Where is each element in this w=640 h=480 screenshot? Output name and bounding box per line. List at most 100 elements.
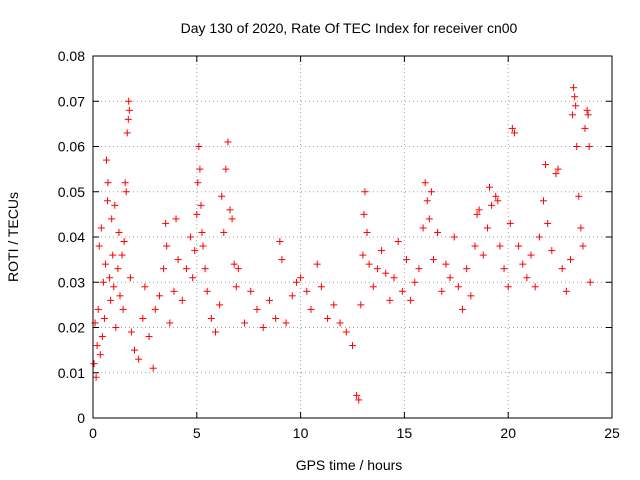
- data-point: [197, 201, 205, 209]
- data-point: [265, 296, 273, 304]
- y-tick-label: 0.05: [58, 184, 85, 200]
- data-point: [342, 328, 350, 336]
- data-point: [539, 197, 547, 205]
- data-point: [124, 115, 132, 123]
- data-point: [349, 342, 356, 350]
- data-point: [360, 210, 368, 218]
- data-point: [182, 265, 190, 273]
- data-point: [492, 192, 500, 200]
- x-tick-label: 5: [193, 425, 201, 441]
- data-point: [141, 283, 149, 291]
- data-point: [402, 256, 410, 264]
- data-point: [483, 224, 491, 232]
- data-point: [429, 256, 437, 264]
- data-point: [303, 287, 311, 295]
- data-point: [145, 333, 153, 341]
- data-point: [535, 233, 543, 241]
- y-axis-label: ROTI / TECUs: [5, 192, 21, 282]
- data-point: [558, 265, 566, 273]
- x-tick-label: 25: [604, 425, 620, 441]
- y-tick-label: 0.04: [58, 229, 85, 245]
- grid-lines: [93, 56, 612, 418]
- data-point: [463, 265, 471, 273]
- x-axis-ticks: 0 5 10 15 20 25: [89, 56, 620, 441]
- data-point: [106, 274, 114, 282]
- data-point: [288, 292, 296, 300]
- data-point: [102, 156, 110, 164]
- data-point: [297, 274, 305, 282]
- data-point: [218, 192, 226, 200]
- data-point: [224, 138, 232, 146]
- data-point: [523, 274, 531, 282]
- data-point: [486, 183, 494, 191]
- data-point: [222, 165, 230, 173]
- data-point: [459, 305, 467, 313]
- y-axis-ticks: 0 0.01 0.02 0.03 0.04 0.05 0.06 0.07 0.08: [58, 48, 612, 426]
- data-point: [201, 265, 209, 273]
- data-point: [324, 314, 332, 322]
- data-point: [259, 324, 267, 331]
- data-point: [193, 210, 201, 218]
- y-tick-label: 0.02: [58, 320, 85, 336]
- data-point: [115, 228, 123, 236]
- data-point: [100, 314, 108, 322]
- data-point: [253, 305, 261, 313]
- data-point: [178, 296, 186, 304]
- data-point: [562, 287, 570, 295]
- data-point: [504, 283, 512, 291]
- data-point: [361, 188, 369, 196]
- data-point: [494, 197, 502, 205]
- data-point: [104, 197, 112, 205]
- data-point: [313, 260, 321, 268]
- data-point: [198, 228, 206, 236]
- data-point: [194, 179, 202, 187]
- data-point: [151, 305, 159, 313]
- data-point: [446, 274, 454, 282]
- data-point: [519, 260, 527, 268]
- data-point: [131, 346, 139, 354]
- data-point: [247, 287, 255, 295]
- data-point: [307, 305, 315, 313]
- data-point: [454, 283, 462, 291]
- data-point: [421, 179, 429, 187]
- data-point: [479, 251, 487, 259]
- data-point: [317, 283, 325, 291]
- data-point: [92, 373, 100, 381]
- data-point: [571, 93, 579, 101]
- y-tick-label: 0.06: [58, 139, 85, 155]
- data-point: [241, 319, 249, 327]
- data-point: [94, 305, 102, 313]
- data-point: [216, 301, 224, 309]
- data-point: [196, 165, 204, 173]
- data-point: [390, 274, 398, 282]
- data-point: [581, 124, 589, 132]
- data-point: [278, 256, 286, 264]
- data-point: [425, 215, 433, 223]
- data-point: [442, 260, 450, 268]
- data-point: [475, 206, 483, 214]
- data-point: [394, 238, 402, 246]
- data-point: [544, 219, 552, 227]
- data-point: [104, 179, 112, 187]
- data-point: [119, 305, 127, 313]
- data-point: [496, 242, 504, 250]
- data-point: [189, 274, 197, 282]
- y-tick-label: 0.03: [58, 274, 85, 290]
- data-point: [123, 129, 131, 137]
- data-point: [98, 333, 106, 341]
- data-point: [120, 238, 128, 246]
- data-point: [450, 233, 458, 241]
- data-point: [415, 265, 423, 273]
- data-point: [226, 206, 234, 214]
- data-point: [172, 215, 180, 223]
- data-point: [570, 84, 578, 92]
- data-point: [203, 287, 211, 295]
- data-point: [118, 251, 126, 259]
- data-point: [211, 328, 219, 336]
- data-point: [471, 242, 479, 250]
- data-point: [584, 111, 592, 119]
- data-point: [170, 287, 178, 295]
- data-point: [515, 242, 523, 250]
- y-tick-label: 0.08: [58, 48, 85, 64]
